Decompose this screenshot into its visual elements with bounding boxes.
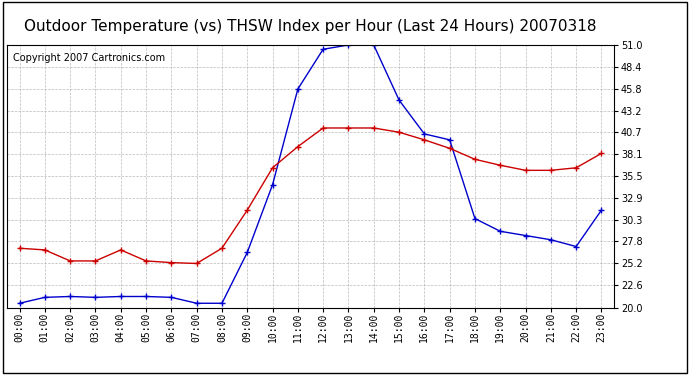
Text: Copyright 2007 Cartronics.com: Copyright 2007 Cartronics.com xyxy=(13,53,165,63)
Text: Outdoor Temperature (vs) THSW Index per Hour (Last 24 Hours) 20070318: Outdoor Temperature (vs) THSW Index per … xyxy=(24,19,597,34)
